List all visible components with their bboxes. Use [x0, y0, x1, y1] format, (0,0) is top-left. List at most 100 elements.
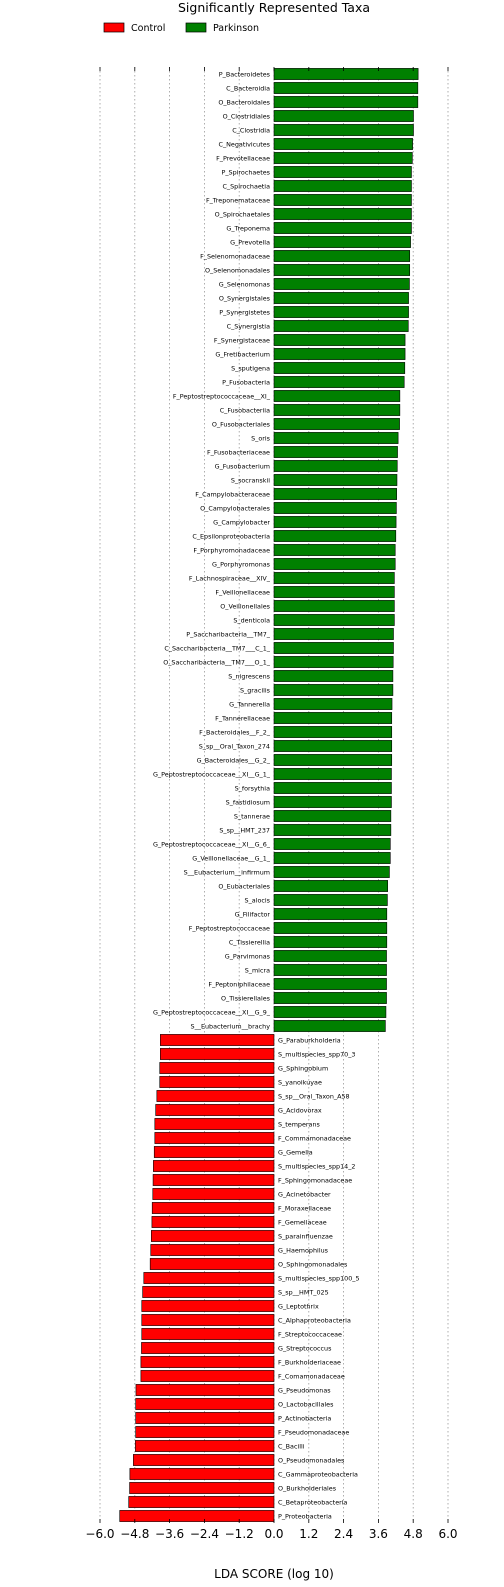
- bar-label: P_Bacteroidetes: [219, 70, 271, 78]
- bar: [273, 894, 388, 906]
- bar: [141, 1328, 275, 1340]
- bar-label: S_sp__Oral_Taxon_274: [199, 742, 270, 750]
- bar: [273, 852, 391, 864]
- bar-label: G_Selenomonas: [219, 280, 271, 288]
- bar-label: S_sp__HMT_025: [278, 1288, 329, 1296]
- bar-label: P_Actinobacteria: [278, 1414, 331, 1422]
- bar: [273, 586, 395, 598]
- x-axis: −6.0 −4.8 −3.6 −2.4 −1.2 0.0 1.2 2.4 3.6 4.8 6.0: [85, 67, 458, 1541]
- bar: [273, 600, 395, 612]
- bar: [273, 96, 419, 108]
- bar-label: O_Tissierellales: [221, 994, 271, 1002]
- bar-label: G_Fusobacterium: [215, 462, 270, 470]
- bar-label: F_Veillonellaceae: [215, 588, 270, 596]
- bar-label: F_Fusobacteriaceae: [207, 448, 270, 456]
- bar: [273, 110, 414, 122]
- bar: [273, 516, 397, 528]
- bar: [273, 250, 411, 262]
- bar-label: S_temperans: [278, 1120, 320, 1128]
- bar: [135, 1384, 275, 1396]
- legend-label-parkinson: Parkinson: [213, 23, 259, 34]
- bar-label: G_Gemella: [278, 1148, 313, 1156]
- bar: [150, 1244, 275, 1256]
- bar: [273, 82, 419, 94]
- bar: [273, 572, 395, 584]
- bar-label: F_Lachnospiraceae__XIV_: [189, 574, 271, 582]
- bar-label: F_Treponemataceae: [206, 196, 270, 204]
- bar-label: G_Streptococcus: [278, 1344, 332, 1352]
- bar-label: F_Comamonadaceae: [278, 1372, 345, 1380]
- bar-label: O_Sphingomonadales: [278, 1260, 348, 1268]
- bar-label: F_Tannerellaceae: [215, 714, 270, 722]
- bar-label: F_Gemellaceae: [278, 1218, 327, 1226]
- bar-label: S_multispecies_spp70_3: [278, 1050, 355, 1058]
- bar-label: P_Saccharibacteria__TM7_: [186, 630, 271, 638]
- legend-label-control: Control: [131, 23, 165, 34]
- bar: [273, 334, 406, 346]
- bar: [273, 810, 392, 822]
- bar-label: O_Eubacteriales: [218, 882, 270, 890]
- bar-label: G_Campylobacter: [213, 518, 270, 526]
- bar: [273, 1020, 386, 1032]
- bar-label: F_Bacteroidales__F_2_: [199, 728, 271, 736]
- x-tick-label: −1.2: [225, 1527, 254, 1541]
- bar: [273, 292, 409, 304]
- bar: [154, 1132, 275, 1144]
- bar: [273, 264, 411, 276]
- bar-label: G_Paraburkholderia: [278, 1036, 341, 1044]
- bar: [273, 922, 388, 934]
- x-tick-label: 6.0: [438, 1527, 457, 1541]
- bar: [149, 1258, 275, 1270]
- bar-label: G_Acinetobacter: [278, 1190, 331, 1198]
- bar-label: C_Synergistia: [227, 322, 270, 330]
- bar: [128, 1496, 275, 1508]
- bar: [151, 1230, 275, 1242]
- bar-label: P_Spirochaetes: [221, 168, 270, 176]
- bar-label: S_yanoikuyae: [278, 1078, 322, 1086]
- bar: [156, 1090, 275, 1102]
- bar: [273, 376, 405, 388]
- bar-label: P_Proteobacteria: [278, 1512, 332, 1520]
- bars: [119, 68, 419, 1522]
- bar-label: S_alocis: [245, 896, 271, 904]
- bar: [273, 544, 396, 556]
- x-tick-label: 3.6: [369, 1527, 388, 1541]
- bar-label: S__Eubacterium__infirmum: [184, 868, 270, 876]
- x-axis-label: LDA SCORE (log 10): [214, 1567, 334, 1581]
- bar-label: C_Betaproteobacteria: [278, 1498, 348, 1506]
- bar: [273, 936, 388, 948]
- bar: [273, 992, 387, 1004]
- bar: [273, 642, 394, 654]
- bar-label: F_Peptostreptococcaceae: [189, 924, 270, 932]
- bar: [273, 964, 387, 976]
- bar: [119, 1510, 275, 1522]
- bar-label: G_Sphingobium: [278, 1064, 328, 1072]
- bar: [273, 950, 387, 962]
- bar-label: G_Peptostreptococcaceae__XI__G_9_: [153, 1008, 271, 1016]
- bar: [129, 1482, 275, 1494]
- bar-label: G_Fretibacterium: [215, 350, 270, 358]
- bar: [273, 698, 393, 710]
- x-tick-label: 2.4: [334, 1527, 353, 1541]
- bar-label: F_Commamonadaceae: [278, 1134, 351, 1142]
- bar-label: C_Bacteroidia: [226, 84, 270, 92]
- bar: [273, 782, 392, 794]
- bar: [143, 1272, 275, 1284]
- bar: [273, 684, 394, 696]
- bar: [273, 348, 406, 360]
- bar-label: S_multispecies_spp100_5: [278, 1274, 360, 1282]
- bar-label: G_Treponema: [226, 224, 270, 232]
- bar: [273, 824, 392, 836]
- bar: [273, 502, 397, 514]
- bar: [273, 656, 394, 668]
- bar-label: O_Fusobacteriales: [212, 420, 271, 428]
- bar: [140, 1356, 275, 1368]
- legend-swatch-control: [103, 22, 125, 33]
- bar-label: G_Leptothrix: [278, 1302, 319, 1310]
- bar-label: F_Sphingomonadaceae: [278, 1176, 352, 1184]
- bar: [273, 432, 399, 444]
- bar: [273, 628, 394, 640]
- bar-label: O_Lactobacillales: [278, 1400, 334, 1408]
- bar-label: S_sp__HMT_237: [219, 826, 270, 834]
- bar: [273, 712, 393, 724]
